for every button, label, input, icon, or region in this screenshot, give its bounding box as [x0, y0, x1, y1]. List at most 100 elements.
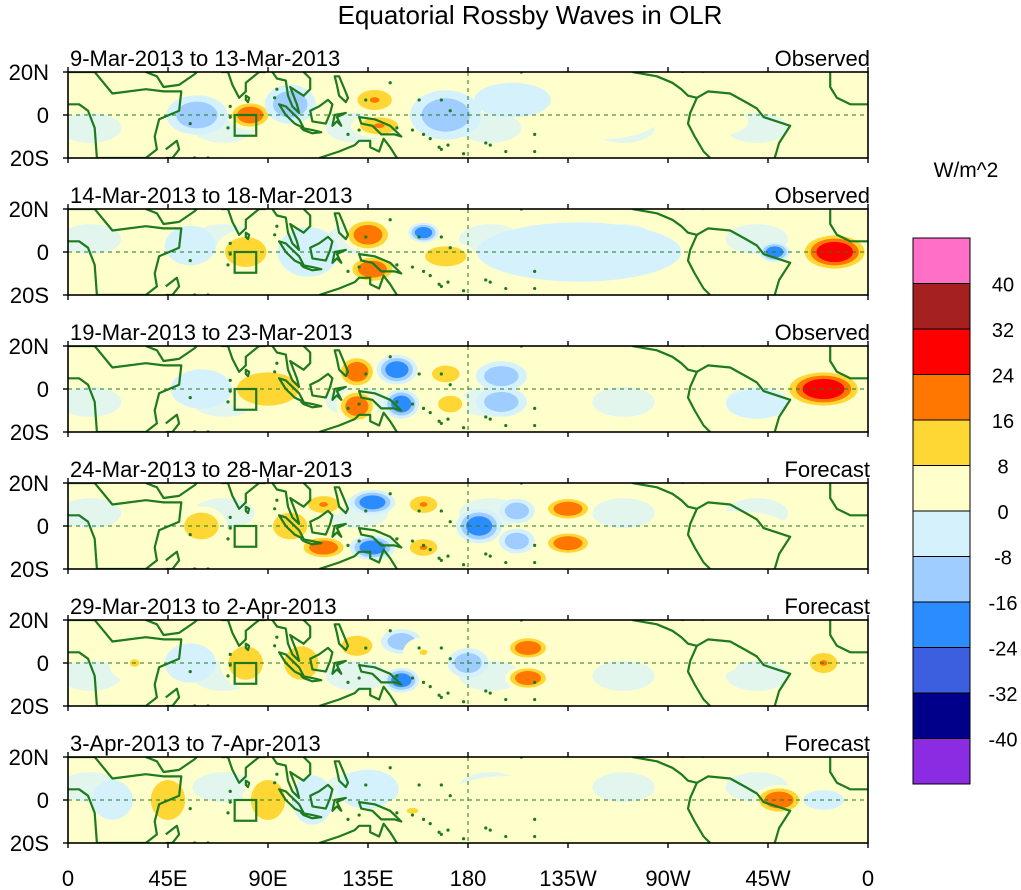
island-dot [448, 246, 452, 250]
island-dot [275, 498, 279, 502]
australia-outline [318, 822, 398, 843]
anomaly-core [705, 118, 720, 125]
island-dot [428, 822, 432, 826]
island-dot [275, 635, 279, 639]
island-dot [504, 697, 508, 702]
island-dot [226, 811, 230, 815]
island-dot [448, 109, 452, 113]
island-dot [228, 115, 232, 119]
indochina-outline [271, 72, 312, 114]
island-dot [275, 87, 279, 91]
chart-title: Equatorial Rossby Waves in OLR [338, 0, 723, 30]
y-tick-label: 20N [9, 197, 49, 222]
island-dot [461, 563, 466, 567]
panel-date-label: 19-Mar-2013 to 23-Mar-2013 [70, 320, 352, 345]
anomaly-core [352, 368, 361, 376]
panel-plot-area [68, 72, 868, 158]
west-africa-coast [829, 620, 868, 654]
island-dot [357, 128, 361, 132]
island-dot [484, 689, 488, 693]
positive-anomaly [175, 506, 227, 546]
borneo-outline [309, 783, 334, 810]
island-dot [388, 629, 392, 633]
island-dot [410, 813, 415, 817]
panel-date-label: 14-Mar-2013 to 18-Mar-2013 [70, 183, 352, 208]
island-dot [437, 282, 441, 286]
island-dot [437, 693, 441, 697]
java-outline [300, 263, 323, 272]
coastlines [68, 72, 868, 158]
colorbar-label: 0 [997, 502, 1008, 524]
anomaly-core [419, 545, 428, 550]
island-dot [388, 355, 392, 359]
island-dot [417, 372, 421, 376]
central-america-outline [632, 757, 698, 784]
island-dot [275, 772, 279, 776]
arabia-outline [145, 757, 198, 774]
panel-status-label: Observed [775, 46, 870, 71]
anomaly-core [406, 807, 419, 814]
island-dot [461, 837, 466, 841]
indochina-outline [271, 620, 312, 662]
indochina-outline [271, 757, 312, 799]
negative-anomaly [164, 225, 216, 266]
weak-anomaly [592, 498, 655, 529]
island-dot [533, 680, 537, 684]
island-dot [357, 265, 361, 269]
philippines-outline [333, 212, 350, 241]
anomaly-core [397, 639, 406, 644]
negative-anomaly [726, 389, 788, 419]
y-tick-label: 0 [37, 240, 49, 265]
anomaly-core [523, 645, 533, 651]
anomaly-core [751, 401, 763, 407]
south-america-west-coast [686, 234, 711, 295]
anomaly-core [367, 266, 378, 273]
coastlines [68, 346, 868, 432]
weak-anomaly [259, 112, 322, 143]
island-dot [484, 278, 488, 282]
positive-anomaly [542, 496, 594, 522]
island-dot [421, 680, 426, 684]
island-dot [417, 98, 421, 102]
colorbar-swatch [912, 283, 971, 330]
island-dot [346, 680, 350, 684]
island-dot [395, 400, 399, 404]
australia-outline [318, 548, 398, 569]
west-africa-coast [829, 757, 868, 791]
philippines-outline [333, 760, 350, 789]
colorbar-swatch [912, 647, 971, 694]
y-tick-label: 0 [37, 103, 49, 128]
colorbar-label: 40 [992, 275, 1014, 297]
island-dot [357, 813, 361, 817]
y-tick-label: 20N [9, 745, 49, 770]
anomaly-core [397, 401, 405, 407]
weak-anomaly [792, 498, 855, 529]
madagascar-outline [165, 687, 181, 706]
island-dot [504, 560, 508, 565]
anomaly-core [590, 115, 613, 124]
island-dot [533, 560, 537, 565]
island-dot [410, 265, 415, 269]
panel-status-label: Observed [775, 320, 870, 345]
island-dot [488, 280, 492, 284]
negative-anomaly [92, 780, 133, 820]
island-dot [428, 411, 432, 415]
java-outline [300, 400, 323, 409]
positive-anomaly [351, 113, 408, 139]
colorbar-swatch [912, 738, 971, 785]
colorbar-swatch [912, 374, 971, 421]
island-dot [421, 132, 426, 136]
colorbar: W/m^2 40 32 24 16 8 0 -8 -16 -24 -32 -40 [912, 159, 1017, 785]
colorbar-swatch [912, 556, 971, 603]
island-dot [357, 539, 361, 543]
colorbar-swatch [912, 692, 971, 739]
positive-anomaly [686, 650, 738, 676]
coastlines [68, 483, 868, 569]
colorbar-label: -8 [994, 548, 1012, 570]
panel-plot-area [68, 620, 868, 706]
index-box [233, 661, 258, 685]
y-tick-label: 20N [9, 471, 49, 496]
weak-anomaly [592, 772, 655, 803]
borneo-outline [309, 509, 334, 536]
south-america-west-coast [686, 782, 711, 843]
